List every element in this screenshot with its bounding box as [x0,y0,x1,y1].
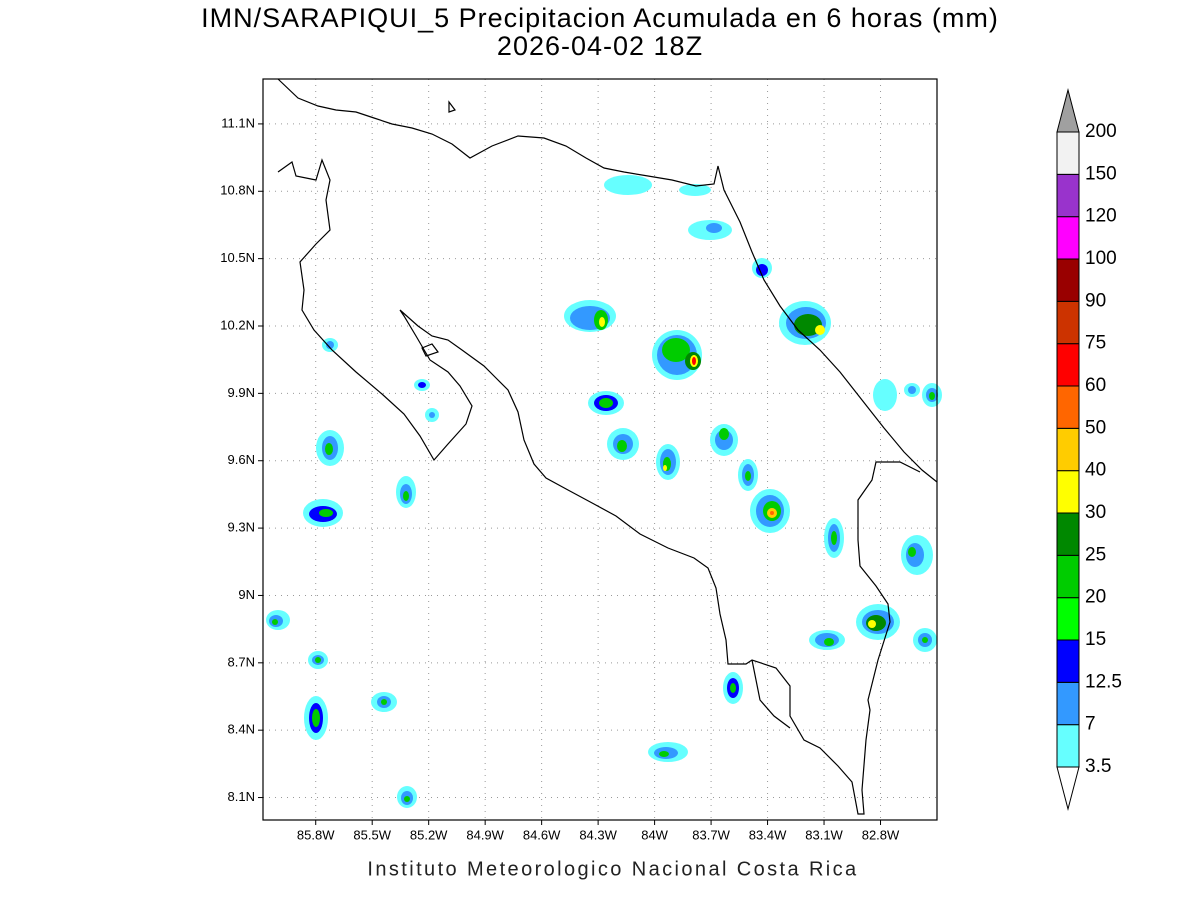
precip-field [266,175,942,808]
rain-cell [779,301,831,345]
y-tick-label: 10.2N [220,317,255,332]
colorbar-segment [1056,173,1080,218]
rain-cell [396,476,416,508]
rain-cell [738,459,758,491]
colorbar-label: 75 [1085,333,1106,354]
title: IMN/SARAPIQUI_5 Precipitacion Acumulada … [201,3,999,33]
colorbar-segment [1056,554,1080,599]
colorbar-segment [1056,512,1080,556]
footer: Instituto Meteorologico Nacional Costa R… [367,858,858,880]
colorbar-label: 60 [1085,375,1106,396]
rain-cell [266,610,290,630]
x-tick-label: 83.4W [749,827,787,842]
colorbar-segment [1056,639,1080,683]
coastline [277,78,938,815]
y-tick-label: 9.9N [228,385,255,400]
colorbar-segment [1056,597,1080,641]
grid [263,79,937,820]
colorbar-label: 25 [1085,544,1106,565]
colorbar-over [1056,88,1080,133]
rain-cell [397,786,417,808]
rain-cell [304,696,328,740]
colorbar-segment [1056,724,1080,768]
x-tick-label: 85.5W [353,827,391,842]
y-tick-label: 9.6N [228,452,255,467]
y-tick-label: 10.8N [220,183,255,198]
colorbar-label: 100 [1085,248,1117,269]
colorbar-label: 90 [1085,290,1106,311]
rain-cell [824,518,844,558]
colorbar: 3.5 7 12.5 15 20 25 30 40 50 60 75 90 100 120 150 200 [1056,88,1122,811]
x-tick-label: 83.1W [805,827,843,842]
rain-cell [322,338,439,422]
colorbar-label: 120 [1085,206,1117,227]
colorbar-label: 15 [1085,629,1106,650]
rain-cell [913,628,937,652]
rain-cell [656,444,680,480]
x-tick-label: 84W [641,827,668,842]
colorbar-under [1056,766,1080,811]
x-tick-label: 85.8W [297,827,335,842]
rain-cell [901,535,933,575]
rain-cell [873,379,942,411]
y-tick-label: 8.4N [228,722,255,737]
colorbar-label: 50 [1085,417,1106,438]
map-frame [262,78,938,821]
y-tick-label: 9.3N [228,520,255,535]
rain-cell [316,430,344,466]
y-tick-label: 11.1N [221,115,255,130]
colorbar-segment [1056,343,1080,387]
rain-cell [648,742,688,762]
colorbar-label: 7 [1085,714,1096,735]
rain-cell [652,330,702,380]
colorbar-segment [1056,131,1080,175]
y-tick-label: 8.1N [228,789,255,804]
colorbar-segment [1056,258,1080,302]
x-tick-label: 85.2W [410,827,448,842]
colorbar-segment [1056,216,1080,260]
colorbar-segment [1056,427,1080,472]
x-tick-label: 84.3W [579,827,617,842]
rain-cell [723,672,743,704]
colorbar-label: 20 [1085,587,1106,608]
rain-cell [607,428,639,460]
x-tick-label: 83.7W [692,827,730,842]
x-tick-label: 82.8W [862,827,900,842]
colorbar-segment [1056,300,1080,345]
colorbar-segment [1056,470,1080,514]
subtitle: 2026-04-02 18Z [497,31,703,61]
colorbar-label: 200 [1085,121,1117,142]
rain-cell [750,489,790,533]
rain-cell [308,651,328,669]
rain-cell [809,630,845,650]
colorbar-segment [1056,385,1080,429]
x-tick-label: 84.6W [523,827,561,842]
colorbar-label: 12.5 [1085,671,1122,692]
y-tick-label: 8.7N [228,654,255,669]
colorbar-label: 150 [1085,163,1117,184]
rain-cell [604,175,772,278]
axis-ticks: 85.8W 85.5W 85.2W 84.9W 84.6W 84.3W 84W 83.7W 83… [220,115,900,842]
rain-cell [856,604,900,640]
y-tick-label: 10.5N [220,250,255,265]
rain-cell [303,499,343,527]
rain-cell [371,692,397,712]
x-tick-label: 84.9W [466,827,504,842]
rain-cell [588,391,624,415]
rain-cell [564,300,616,332]
y-tick-label: 9N [238,587,255,602]
colorbar-segment [1056,681,1080,726]
rain-cell [710,424,738,456]
colorbar-label: 3.5 [1085,756,1111,777]
colorbar-label: 40 [1085,460,1106,481]
colorbar-label: 30 [1085,502,1106,523]
